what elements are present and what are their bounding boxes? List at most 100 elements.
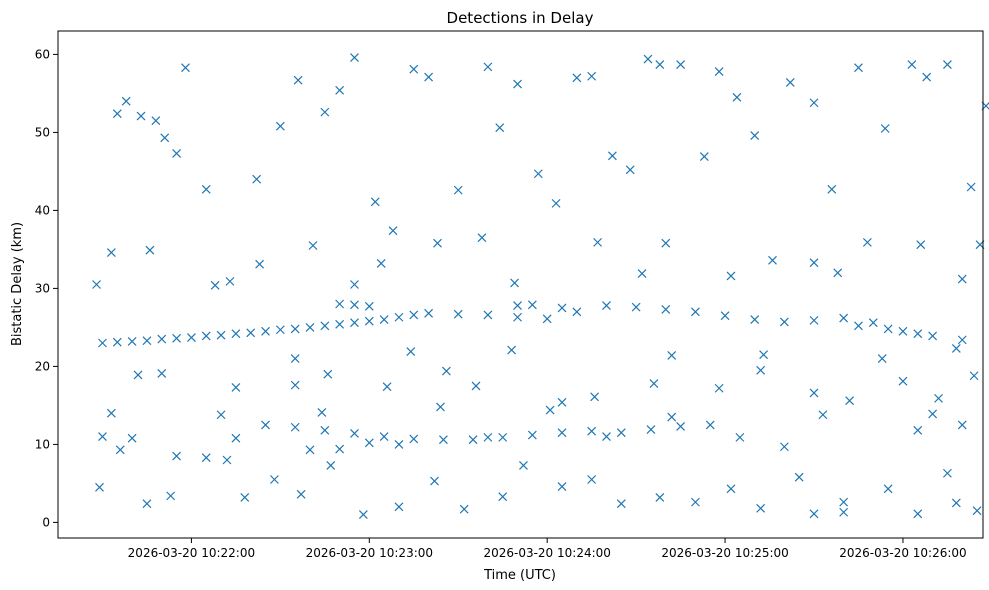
plot-frame — [57, 30, 984, 539]
data-point — [699, 152, 709, 162]
data-point — [587, 71, 597, 81]
y-tick-label: 20 — [35, 359, 50, 373]
data-point — [364, 438, 374, 448]
data-point — [433, 238, 442, 248]
x-axis: 2026-03-20 10:22:00 2026-03-20 10:23:00 20… — [128, 538, 967, 560]
data-point — [587, 475, 597, 484]
data-point — [705, 420, 715, 430]
data-point — [593, 237, 603, 247]
data-point — [545, 405, 555, 415]
data-point — [809, 98, 819, 108]
data-point — [320, 321, 330, 331]
data-point — [809, 258, 819, 268]
data-point — [646, 425, 656, 435]
data-point — [972, 506, 982, 516]
data-point — [756, 365, 766, 375]
data-point — [759, 350, 769, 360]
data-point — [483, 62, 493, 72]
data-point — [779, 442, 789, 452]
y-tick-label: 0 — [42, 515, 50, 529]
data-point — [376, 259, 386, 268]
data-point — [616, 428, 626, 438]
data-point — [513, 79, 522, 89]
data-point — [631, 302, 641, 312]
data-point — [246, 328, 256, 338]
data-point — [735, 432, 745, 442]
data-point — [779, 317, 789, 327]
data-point — [151, 116, 161, 126]
data-point — [275, 325, 285, 335]
data-point — [252, 174, 262, 184]
data-point — [690, 307, 700, 317]
data-point — [160, 133, 170, 143]
data-point — [358, 510, 368, 520]
data-point — [498, 432, 508, 442]
data-point — [854, 63, 863, 73]
data-point — [394, 312, 404, 322]
data-point — [928, 409, 938, 419]
data-point — [661, 238, 671, 248]
data-point — [785, 78, 795, 87]
data-point — [483, 432, 493, 442]
data-point — [350, 53, 359, 62]
data-point — [966, 182, 976, 192]
data-point — [513, 312, 522, 322]
data-point — [106, 248, 116, 257]
data-point — [95, 482, 104, 492]
data-point — [477, 233, 487, 243]
data-point — [379, 432, 389, 442]
data-point — [326, 461, 336, 470]
data-point — [406, 347, 416, 357]
data-point — [261, 326, 270, 336]
data-point — [136, 111, 146, 121]
data-point — [732, 92, 742, 102]
data-point — [922, 72, 932, 82]
data-point — [394, 439, 404, 449]
data-point — [676, 422, 686, 431]
data-point — [833, 268, 843, 278]
data-point — [121, 96, 131, 106]
data-point — [898, 326, 908, 336]
data-point — [951, 344, 961, 353]
data-point — [216, 410, 226, 420]
data-point — [519, 461, 528, 470]
data-point — [290, 324, 300, 334]
data-point — [513, 301, 522, 310]
data-point — [172, 149, 182, 158]
data-point — [809, 509, 819, 519]
data-point — [542, 314, 552, 324]
data-point — [726, 484, 736, 494]
data-point — [928, 331, 938, 341]
x-axis-label: Time (UTC) — [483, 568, 556, 583]
data-point — [142, 336, 152, 346]
data-point — [409, 64, 419, 74]
data-point — [181, 63, 190, 73]
data-point — [133, 370, 143, 380]
data-point — [231, 433, 241, 443]
data-point — [969, 371, 979, 381]
data-point — [335, 444, 345, 454]
data-point — [350, 318, 359, 328]
data-point — [898, 376, 908, 386]
data-point — [854, 321, 863, 331]
y-tick-label: 40 — [35, 203, 50, 217]
data-point — [839, 507, 849, 517]
data-point — [172, 333, 182, 343]
data-point — [240, 493, 250, 502]
data-point — [883, 324, 893, 334]
data-point — [296, 489, 306, 499]
x-tick-label: 2026-03-20 10:22:00 — [128, 546, 255, 560]
y-tick-label: 50 — [35, 125, 50, 139]
data-point — [231, 329, 241, 339]
data-point — [714, 67, 724, 76]
x-tick-label: 2026-03-20 10:23:00 — [306, 546, 433, 560]
data-point — [370, 197, 380, 207]
data-point — [655, 60, 665, 69]
data-point — [112, 109, 122, 119]
data-point — [172, 451, 182, 461]
data-point — [166, 491, 176, 501]
data-point — [335, 85, 345, 95]
data-point — [957, 420, 967, 430]
y-tick-label: 60 — [35, 47, 50, 61]
data-point — [216, 330, 226, 340]
